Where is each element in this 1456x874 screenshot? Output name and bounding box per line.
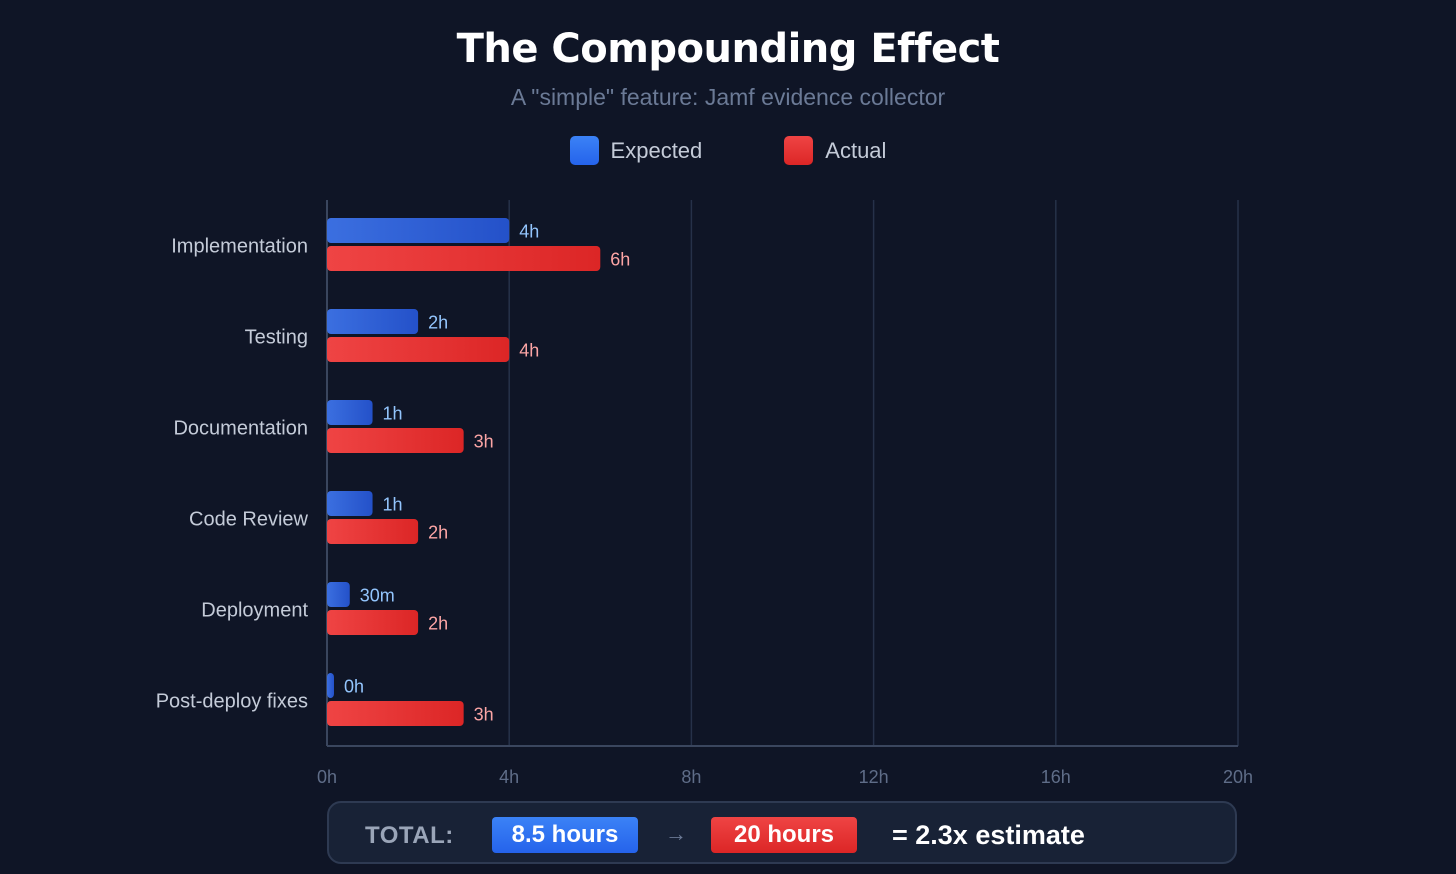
category-label: Post-deploy fixes <box>156 691 308 713</box>
bar-expected <box>327 582 350 607</box>
x-tick-label: 8h <box>681 767 701 787</box>
x-tick-label: 16h <box>1041 767 1071 787</box>
legend-label-actual: Actual <box>825 137 887 163</box>
bar-value-label: 2h <box>428 614 448 634</box>
bar-expected <box>327 491 373 516</box>
bar-value-label: 2h <box>428 523 448 543</box>
legend-swatch-expected <box>569 136 599 165</box>
x-tick-label: 4h <box>499 767 519 787</box>
bar-value-label: 4h <box>519 341 539 361</box>
category-label: Code Review <box>189 509 309 531</box>
category-label: Testing <box>245 327 308 349</box>
bar-actual <box>327 246 601 271</box>
legend-item-actual: Actual <box>784 136 886 165</box>
x-tick-label: 0h <box>317 767 337 787</box>
x-tick-label: 20h <box>1223 767 1253 787</box>
bar-value-label: 3h <box>474 705 494 725</box>
chart-subtitle: A "simple" feature: Jamf evidence collec… <box>510 84 946 110</box>
total-expected-badge: 8.5 hours <box>492 817 638 853</box>
bar-value-label: 3h <box>474 432 494 452</box>
total-actual-badge: 20 hours <box>711 817 857 853</box>
bar-value-label: 30m <box>360 586 395 606</box>
bar-value-label: 2h <box>428 313 448 333</box>
legend-item-expected: Expected <box>569 136 703 165</box>
legend-label-expected: Expected <box>610 137 703 163</box>
category-label: Deployment <box>201 600 308 622</box>
bar-value-label: 1h <box>383 495 403 515</box>
bar-expected <box>327 673 334 698</box>
bar-chart: 0h 4h 8h 12h 16h 20h Implementation 4h 6h Testing… <box>156 200 1253 787</box>
total-summary: TOTAL: 8.5 hours → 20 hours = 2.3x estim… <box>327 801 1237 864</box>
category-label: Implementation <box>171 236 308 258</box>
bar-expected <box>327 309 419 334</box>
bar-value-label: 4h <box>519 222 539 242</box>
bar-actual <box>327 610 419 635</box>
category-label: Documentation <box>173 418 308 440</box>
bar-actual <box>327 519 419 544</box>
bar-actual <box>327 337 510 362</box>
bar-value-label: 0h <box>344 677 364 697</box>
bar-actual <box>327 701 464 726</box>
legend: Expected Actual <box>0 136 1456 165</box>
bar-value-label: 6h <box>610 250 630 270</box>
bar-value-label: 1h <box>383 404 403 424</box>
total-label: TOTAL: <box>365 822 454 849</box>
arrow-icon: → <box>665 821 687 846</box>
bar-actual <box>327 428 464 453</box>
bar-expected <box>327 218 510 243</box>
bar-expected <box>327 400 373 425</box>
chart-title: The Compounding Effect <box>456 26 1000 72</box>
legend-swatch-actual <box>784 136 814 165</box>
estimate-multiplier: = 2.3x estimate <box>892 820 1085 850</box>
x-tick-label: 12h <box>859 767 889 787</box>
